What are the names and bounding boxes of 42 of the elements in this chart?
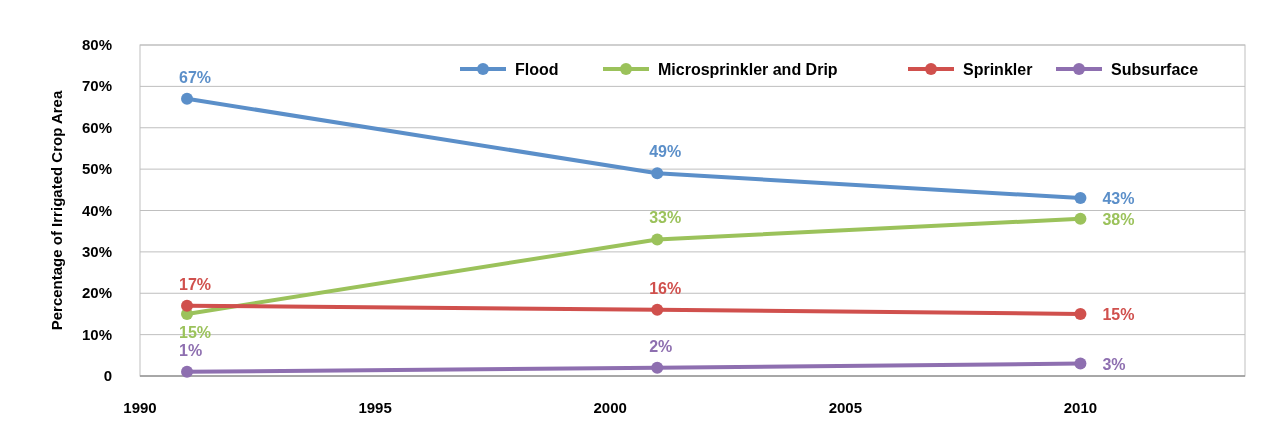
data-label: 1% <box>179 341 203 359</box>
point <box>1074 192 1087 205</box>
point <box>181 92 194 105</box>
x-tick-label: 2010 <box>1063 399 1098 416</box>
point <box>651 167 664 180</box>
y-tick-label: 60% <box>81 118 112 136</box>
point <box>181 365 194 378</box>
data-label: 38% <box>1102 210 1135 228</box>
y-tick-label: 40% <box>81 201 112 219</box>
point <box>651 303 664 316</box>
y-tick-label: 70% <box>81 77 112 95</box>
legend-label: Sprinkler <box>963 61 1033 78</box>
point <box>1074 307 1087 320</box>
data-label: 43% <box>1102 190 1135 208</box>
data-label: 2% <box>649 337 673 355</box>
x-tick-label: 1995 <box>358 399 392 416</box>
y-tick-label: 0 <box>103 367 112 384</box>
y-tick-label: 10% <box>81 325 112 343</box>
data-label: 16% <box>649 279 682 297</box>
data-label: 3% <box>1102 355 1126 373</box>
point <box>651 361 664 374</box>
legend-label: Flood <box>515 61 559 78</box>
point <box>181 299 194 312</box>
point <box>1074 212 1087 225</box>
data-label: 49% <box>649 143 682 161</box>
y-tick-label: 80% <box>81 36 112 53</box>
x-tick-label: 1990 <box>123 399 157 416</box>
data-label: 67% <box>179 68 212 86</box>
point <box>1074 357 1087 370</box>
x-tick-label: 2005 <box>828 399 863 416</box>
legend-label: Microsprinkler and Drip <box>658 61 838 78</box>
data-label: 15% <box>1102 305 1135 323</box>
legend-label: Subsurface <box>1111 61 1199 78</box>
data-label: 15% <box>179 323 212 341</box>
y-tick-label: 20% <box>81 284 112 302</box>
data-label: 33% <box>649 209 682 227</box>
y-axis-title: Percentage of Irrigated Crop Area <box>48 90 65 331</box>
y-tick-label: 50% <box>81 160 112 178</box>
point <box>651 233 664 246</box>
y-tick-label: 30% <box>81 242 112 260</box>
data-label: 17% <box>179 275 212 293</box>
x-tick-label: 2000 <box>593 399 627 416</box>
